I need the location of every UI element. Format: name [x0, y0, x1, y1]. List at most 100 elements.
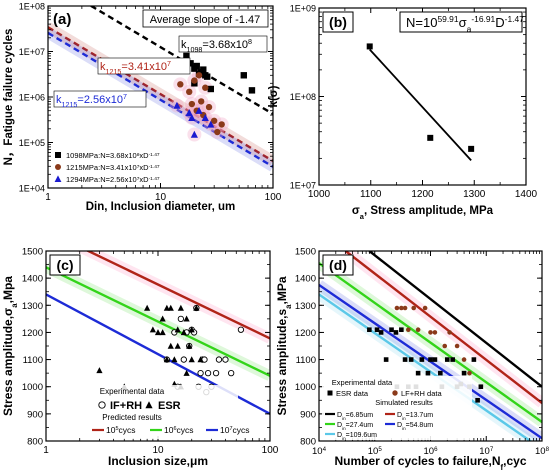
data-point-triangle — [145, 401, 153, 409]
data-point-circle — [442, 343, 448, 349]
panel-tag-box — [322, 254, 354, 276]
y-tick-label: 1E+06 — [19, 93, 45, 103]
text-part: Number of cycles to failure,N — [334, 454, 500, 468]
text-part: D — [337, 422, 342, 429]
superscript: 5 — [115, 426, 118, 432]
y-tick-label: 800 — [300, 437, 316, 448]
data-point-circle — [402, 305, 408, 311]
data-point-triangle — [174, 342, 181, 349]
legend-entry: Din=109.6um — [337, 432, 377, 441]
subscript: a — [284, 304, 293, 309]
text-part: =6.85um — [346, 412, 374, 419]
subscript: 1215 — [106, 68, 122, 76]
data-point-triangle — [159, 329, 166, 336]
x-tick-label: 1200 — [411, 189, 434, 200]
data-point-square — [393, 330, 399, 335]
data-point-square — [438, 370, 443, 376]
y-tick-label: 1100 — [296, 355, 316, 366]
subscript: f — [501, 463, 504, 472]
x-tick-label: 1000 — [308, 189, 331, 200]
superscript: 59.91 — [437, 14, 458, 24]
data-point-square — [367, 327, 372, 333]
x-tick-label: 1 — [45, 192, 51, 203]
legend-entry: 1098MPa:N=3.68x108xD-1.47 — [66, 151, 160, 160]
x-tick-label: 105 — [368, 446, 383, 458]
legend: Experimental data ESR data LF+RH dataSimul… — [322, 376, 472, 441]
panel-d-plot — [319, 251, 542, 441]
legend-entry: LF+RH data — [401, 389, 442, 398]
data-point-open-circle — [204, 369, 212, 377]
data-point-triangle — [197, 356, 204, 363]
data-point-circle — [432, 330, 438, 335]
data-point-square — [207, 85, 215, 93]
simulated-line — [368, 251, 542, 388]
superscript: 8 — [546, 446, 550, 453]
data-point-triangle — [188, 326, 195, 333]
text-part: D — [337, 412, 342, 419]
data-point-circle — [218, 121, 225, 128]
text-part: cycs — [233, 425, 250, 435]
data-point-triangle — [174, 326, 181, 333]
panel-a-plot — [48, 6, 273, 172]
data-point-triangle — [193, 304, 200, 311]
data-point-triangle — [188, 356, 195, 363]
data-point-square — [427, 134, 434, 141]
data-point-circle — [467, 370, 472, 376]
panel-tag: (a) — [53, 11, 71, 28]
y-tick-label: 1E+08 — [19, 2, 45, 12]
data-point-open-circle — [98, 401, 106, 409]
y-tick-label: 1100 — [23, 355, 43, 366]
text-part: ,Mpa — [1, 276, 15, 304]
superscript: 6 — [173, 426, 176, 432]
data-point-square — [366, 43, 373, 50]
text-part: xD — [139, 151, 149, 160]
data-point-circle — [447, 330, 452, 335]
x-tick-label: 100 — [265, 192, 282, 203]
text-part: cycs — [119, 425, 136, 435]
panel-tag: (c) — [56, 257, 73, 273]
data-point-triangle — [171, 356, 178, 363]
data-point-circle — [415, 327, 421, 333]
equation-text: N=1059.91σa-16.91D-1.47 — [406, 14, 524, 34]
fit-line — [48, 26, 273, 163]
data-point-triangle — [183, 369, 190, 376]
data-point-square — [203, 73, 211, 80]
data-point-square — [183, 52, 190, 60]
data-point-triangle — [183, 315, 190, 322]
data-point-open-circle — [222, 356, 229, 363]
data-point-circle — [406, 327, 411, 333]
panel-b: 1000 1100 1200 1300 1400 1E+07 1E+08 1E+09 (b) N=… — [268, 4, 538, 221]
data-point-circle — [461, 357, 467, 362]
superscript: 4 — [323, 446, 327, 453]
data-point-open-circle — [215, 356, 223, 363]
x-tick-label: 106 — [423, 446, 438, 458]
data-point-triangle — [173, 101, 181, 109]
text-part: 1215MPa:N=3.41x10 — [66, 163, 137, 172]
x-tick-label: 1300 — [463, 189, 486, 200]
superscript: -1.47 — [149, 176, 160, 182]
data-point-square — [399, 327, 404, 333]
data-point-open-circle — [228, 369, 235, 377]
panel-tag: (d) — [329, 257, 347, 273]
x-tick-label: 104 — [312, 446, 327, 458]
panel-d: 104 105 106 107 1088009001000110012001300140… — [275, 247, 550, 472]
x-tick-label: 100 — [262, 445, 279, 456]
data-point-square — [471, 357, 477, 362]
fit-line — [369, 48, 472, 161]
text-part: 1098MPa:N=3.68x10 — [66, 151, 137, 160]
superscript: -1.47 — [149, 164, 160, 170]
text-part: k — [56, 94, 62, 106]
data-point-square — [55, 152, 61, 158]
y-tick-label: 1E+09 — [290, 4, 316, 14]
line-label-box — [53, 90, 147, 108]
data-point-circle — [177, 81, 184, 88]
y-tick-label: 1400 — [295, 274, 316, 285]
text-part: σ — [459, 15, 467, 30]
data-point-square — [415, 370, 421, 376]
subscript: a — [360, 212, 365, 221]
legend-entry: Din=13.7um — [397, 412, 433, 421]
data-point-square — [248, 87, 256, 94]
panel-tag-box — [322, 11, 354, 33]
data-point-square — [389, 327, 394, 333]
